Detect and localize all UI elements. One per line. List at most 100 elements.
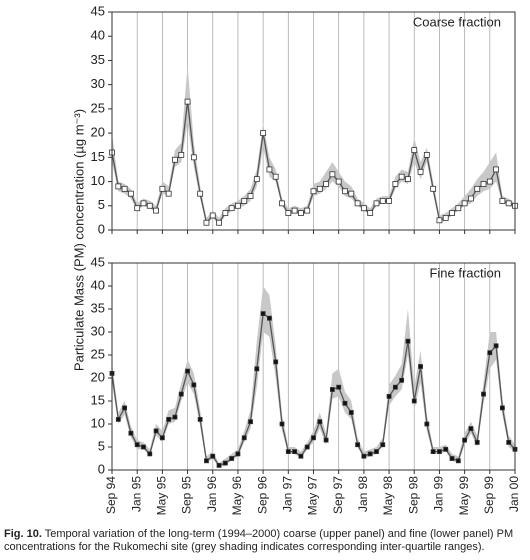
data-point bbox=[304, 444, 310, 450]
data-point bbox=[417, 168, 424, 175]
y-tick-label: 0 bbox=[98, 461, 105, 476]
caption-label: Fig. 10. bbox=[4, 528, 42, 540]
y-tick-label: 25 bbox=[91, 100, 105, 115]
data-point bbox=[229, 456, 235, 461]
data-point bbox=[172, 156, 178, 163]
y-tick-label: 0 bbox=[98, 221, 105, 236]
data-point bbox=[436, 217, 443, 224]
data-point bbox=[285, 449, 291, 455]
y-tick-label: 40 bbox=[91, 277, 105, 292]
data-point bbox=[323, 437, 329, 443]
y-tick-label: 10 bbox=[91, 415, 105, 430]
data-point bbox=[506, 439, 512, 445]
x-tick-label: May 98 bbox=[381, 476, 395, 516]
data-point bbox=[348, 410, 354, 415]
data-point bbox=[462, 437, 468, 443]
data-point bbox=[493, 343, 499, 349]
y-tick-label: 30 bbox=[91, 323, 105, 338]
data-point bbox=[500, 405, 505, 411]
data-point bbox=[146, 202, 153, 209]
x-tick-label: Sep 94 bbox=[104, 476, 118, 514]
data-point bbox=[298, 453, 304, 459]
data-point bbox=[329, 171, 336, 178]
data-point bbox=[317, 419, 323, 425]
data-point bbox=[115, 416, 121, 422]
data-point bbox=[190, 154, 197, 161]
data-point bbox=[247, 193, 254, 199]
data-point bbox=[178, 391, 184, 397]
panel-annotation: Fine fraction bbox=[429, 265, 501, 280]
data-point bbox=[367, 210, 374, 216]
data-point bbox=[316, 185, 323, 192]
x-tick-label: Sep 98 bbox=[406, 476, 420, 514]
data-point bbox=[379, 198, 386, 204]
data-point bbox=[172, 414, 178, 420]
data-point bbox=[140, 200, 147, 207]
x-tick-label: Jan 00 bbox=[507, 476, 521, 512]
data-point bbox=[386, 198, 392, 204]
data-point bbox=[279, 200, 285, 207]
data-point bbox=[392, 181, 399, 187]
y-tick-label: 35 bbox=[91, 52, 105, 67]
data-point bbox=[342, 188, 348, 195]
data-point bbox=[499, 198, 506, 204]
data-point bbox=[481, 391, 486, 397]
data-point bbox=[348, 190, 355, 197]
data-point bbox=[216, 462, 222, 468]
y-tick-label: 45 bbox=[91, 254, 105, 269]
data-point bbox=[405, 176, 411, 183]
data-point bbox=[468, 426, 474, 432]
data-point bbox=[134, 205, 141, 212]
data-point bbox=[437, 449, 442, 455]
caption-text: Temporal variation of the long-term (199… bbox=[4, 528, 514, 553]
data-point bbox=[505, 200, 512, 207]
data-point bbox=[159, 435, 165, 441]
data-point bbox=[442, 214, 449, 221]
iqr-band bbox=[112, 286, 515, 468]
caption: Fig. 10. Temporal variation of the long-… bbox=[4, 528, 526, 554]
data-point bbox=[443, 446, 449, 452]
data-point bbox=[461, 200, 468, 207]
y-tick-label: 45 bbox=[91, 3, 105, 18]
data-point bbox=[254, 366, 260, 372]
x-tick-label: May 99 bbox=[457, 476, 471, 516]
data-point bbox=[197, 190, 204, 197]
data-point bbox=[222, 460, 228, 466]
data-point bbox=[260, 130, 267, 137]
data-point bbox=[204, 458, 209, 464]
y-axis-label: Particulate Mass (PM) concentration (µg … bbox=[71, 109, 86, 371]
data-point bbox=[449, 210, 455, 216]
x-tick-label: Jan 96 bbox=[205, 476, 219, 512]
data-point bbox=[153, 207, 159, 214]
data-point bbox=[153, 428, 159, 434]
figure: Particulate Mass (PM) concentration (µg … bbox=[71, 3, 521, 516]
data-point bbox=[165, 190, 172, 197]
data-point bbox=[298, 210, 304, 216]
data-point bbox=[147, 451, 153, 457]
x-tick-label: Sep 97 bbox=[331, 476, 345, 514]
data-point bbox=[399, 377, 405, 383]
data-point bbox=[311, 435, 316, 441]
data-point bbox=[248, 419, 253, 425]
data-point bbox=[128, 430, 134, 436]
data-point bbox=[411, 398, 417, 404]
data-point bbox=[418, 364, 423, 369]
x-tick-label: May 97 bbox=[306, 476, 320, 516]
data-point bbox=[336, 384, 342, 390]
data-point bbox=[185, 368, 190, 374]
y-tick-label: 20 bbox=[91, 369, 105, 384]
data-point bbox=[430, 185, 437, 192]
y-tick-label: 15 bbox=[91, 392, 105, 407]
y-tick-label: 10 bbox=[91, 173, 105, 188]
y-tick-label: 5 bbox=[98, 438, 105, 453]
data-point bbox=[380, 442, 386, 448]
data-point bbox=[474, 439, 480, 445]
data-point bbox=[241, 435, 247, 441]
data-point bbox=[455, 205, 462, 212]
data-point bbox=[235, 202, 241, 209]
data-point bbox=[178, 152, 185, 158]
data-point bbox=[235, 451, 241, 457]
y-tick-label: 35 bbox=[91, 300, 105, 315]
data-point bbox=[279, 421, 285, 427]
y-tick-label: 20 bbox=[91, 125, 105, 140]
